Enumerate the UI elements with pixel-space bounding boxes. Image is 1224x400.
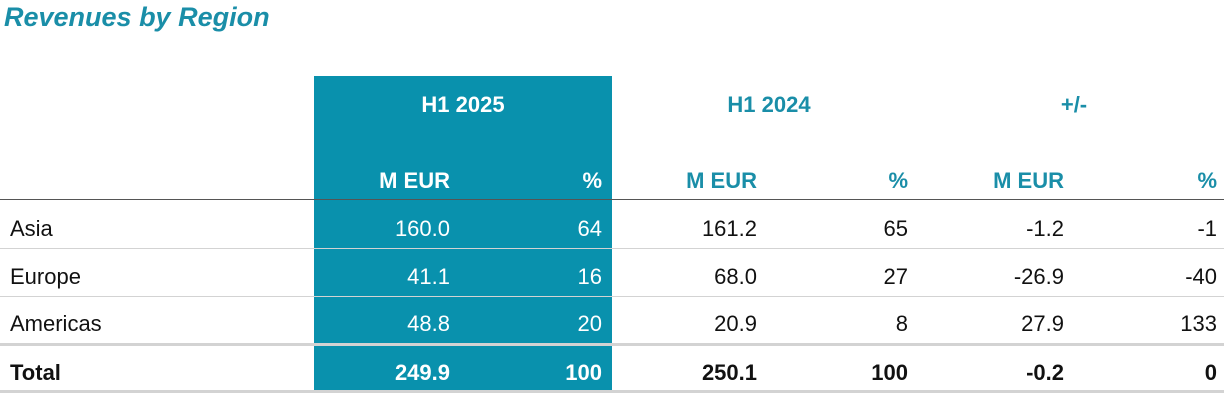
cell-asia-h1-2024-pct: 65 [883, 216, 908, 241]
unit-header-change-pct: % [1197, 168, 1217, 193]
total-bottom-rule [0, 390, 1224, 393]
row-label-total: Total [10, 360, 61, 385]
cell-europe-change-meur: -26.9 [1013, 264, 1064, 289]
cell-asia-h1-2025-pct: 64 [577, 216, 602, 241]
cell-americas-change-pct: 133 [1180, 311, 1217, 336]
row-label-americas: Americas [10, 311, 102, 336]
table-title: Revenues by Region [4, 2, 270, 32]
row-label-europe: Europe [10, 264, 81, 289]
cell-total-h1-2024-meur: 250.1 [701, 360, 757, 385]
highlight-column-band [314, 76, 612, 390]
cell-americas-h1-2024-pct: 8 [895, 311, 908, 336]
unit-header-h1-2024-pct: % [888, 168, 908, 193]
cell-total-h1-2024-pct: 100 [871, 360, 908, 385]
cell-total-h1-2025-pct: 100 [565, 360, 602, 385]
cell-europe-change-pct: -40 [1185, 264, 1217, 289]
total-divider [0, 343, 1224, 346]
cell-americas-h1-2025-pct: 20 [577, 311, 602, 336]
group-header-h1-2025: H1 2025 [421, 92, 505, 117]
group-header-change: +/- [1060, 92, 1088, 117]
cell-asia-change-pct: -1 [1197, 216, 1217, 241]
cell-total-change-meur: -0.2 [1026, 360, 1064, 385]
cell-asia-change-meur: -1.2 [1026, 216, 1064, 241]
cell-americas-h1-2024-meur: 20.9 [714, 311, 757, 336]
unit-header-h1-2024-meur: M EUR [686, 168, 757, 193]
cell-total-h1-2025-meur: 249.9 [394, 360, 450, 385]
cell-europe-h1-2024-pct: 27 [883, 264, 908, 289]
row-divider [0, 296, 1224, 297]
unit-header-h1-2025-pct: % [582, 168, 602, 193]
cell-total-change-pct: 0 [1204, 360, 1217, 385]
header-divider [0, 199, 1224, 200]
group-header-h1-2024: H1 2024 [727, 92, 811, 117]
row-label-asia: Asia [10, 216, 53, 241]
cell-asia-h1-2025-meur: 160.0 [394, 216, 450, 241]
row-divider [0, 248, 1224, 249]
cell-americas-change-meur: 27.9 [1021, 311, 1064, 336]
cell-americas-h1-2025-meur: 48.8 [407, 311, 450, 336]
cell-europe-h1-2024-meur: 68.0 [714, 264, 757, 289]
cell-europe-h1-2025-pct: 16 [577, 264, 602, 289]
cell-asia-h1-2024-meur: 161.2 [701, 216, 757, 241]
unit-header-change-meur: M EUR [993, 168, 1064, 193]
cell-europe-h1-2025-meur: 41.1 [407, 264, 450, 289]
unit-header-h1-2025-meur: M EUR [379, 168, 450, 193]
